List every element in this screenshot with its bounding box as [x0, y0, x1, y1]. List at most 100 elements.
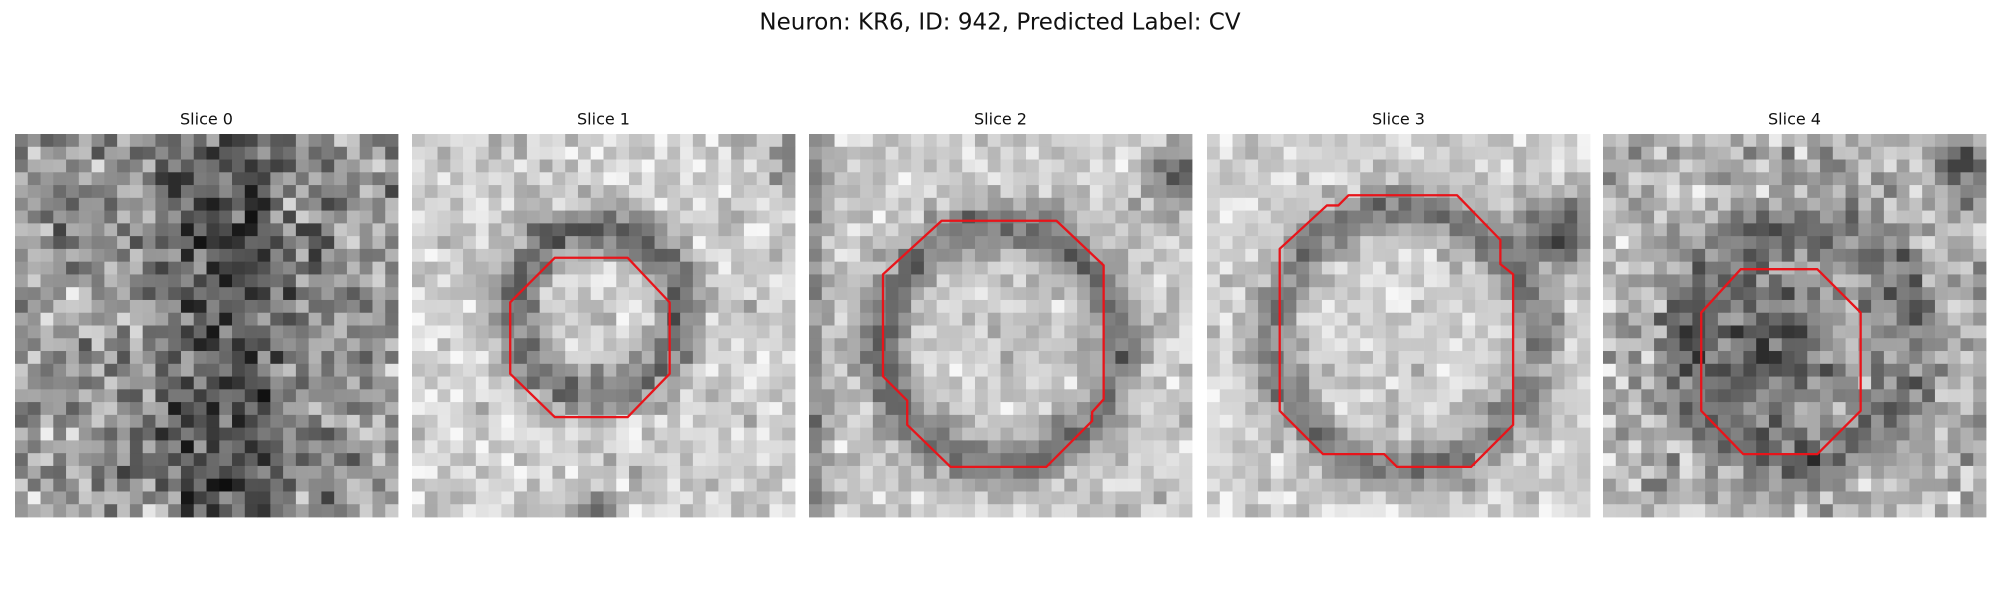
pixel [1909, 146, 1923, 160]
pixel [334, 236, 348, 250]
pixel [1768, 185, 1783, 199]
pixel [1577, 236, 1591, 250]
pixel [923, 427, 938, 441]
pixel [129, 185, 144, 199]
pixel [219, 414, 233, 429]
pixel [923, 478, 938, 492]
pixel [809, 261, 823, 275]
pixel [1820, 261, 1834, 275]
pixel [769, 440, 783, 454]
pixel [40, 440, 54, 454]
pixel [193, 478, 207, 492]
pixel [590, 236, 604, 250]
pixel [847, 440, 861, 454]
pixel [359, 491, 373, 505]
pixel [1538, 146, 1553, 160]
pixel [1347, 414, 1361, 429]
pixel [1973, 236, 1987, 250]
pixel [142, 248, 156, 263]
pixel [129, 312, 144, 326]
pixel [1309, 223, 1323, 237]
pixel [1500, 274, 1514, 288]
pixel [514, 287, 528, 301]
pixel [1398, 491, 1412, 505]
pixel [1258, 223, 1272, 237]
pixel [1832, 478, 1846, 492]
pixel [1207, 248, 1221, 263]
pixel [743, 248, 758, 263]
pixel [1207, 453, 1221, 467]
pixel [1615, 312, 1629, 326]
pixel [450, 491, 464, 505]
pixel [1947, 299, 1961, 314]
pixel [1730, 287, 1744, 301]
pixel [1500, 402, 1514, 416]
pixel [885, 185, 899, 199]
pixel [1883, 478, 1898, 492]
pixel [1858, 146, 1872, 160]
pixel [1449, 312, 1463, 326]
pixel [1666, 427, 1680, 441]
pixel [1462, 236, 1476, 250]
pixel [53, 274, 67, 288]
pixel [1102, 274, 1116, 288]
pixel [923, 299, 938, 314]
pixel [1871, 261, 1885, 275]
pixel [40, 134, 54, 148]
pixel [1526, 274, 1540, 288]
pixel [1296, 338, 1310, 352]
pixel [974, 261, 989, 275]
pixel [40, 376, 54, 390]
pixel [1232, 351, 1246, 365]
pixel [206, 504, 220, 518]
pixel [603, 478, 617, 492]
pixel [1219, 504, 1233, 518]
pixel [1883, 465, 1898, 480]
pixel [1538, 389, 1553, 403]
pixel [1973, 504, 1987, 518]
pixel [1768, 491, 1783, 505]
pixel [1038, 491, 1052, 505]
pixel [834, 414, 848, 429]
pixel [539, 478, 553, 492]
pixel [1654, 236, 1668, 250]
pixel [1960, 248, 1974, 263]
pixel [1513, 440, 1527, 454]
pixel [257, 351, 271, 365]
pixel [180, 146, 195, 160]
pixel [1628, 261, 1642, 275]
pixel [129, 376, 144, 390]
pixel [1679, 287, 1693, 301]
pixel [629, 491, 643, 505]
pixel [1283, 363, 1297, 377]
pixel [27, 478, 41, 492]
pixel [1207, 261, 1221, 275]
pixel [78, 134, 92, 148]
pixel [718, 325, 732, 339]
pixel [1258, 338, 1272, 352]
pixel [168, 478, 182, 492]
pixel [1232, 465, 1246, 480]
pixel [1077, 159, 1091, 173]
pixel [526, 351, 541, 365]
pixel [334, 453, 348, 467]
pixel [654, 402, 668, 416]
pixel [1871, 274, 1885, 288]
pixel [1424, 427, 1438, 441]
pixel [1654, 223, 1668, 237]
pixel [244, 325, 258, 339]
pixel [987, 146, 1001, 160]
pixel [756, 312, 770, 326]
pixel [142, 261, 156, 275]
pixel [1000, 312, 1014, 326]
pixel [923, 465, 938, 480]
pixel [1615, 210, 1629, 224]
pixel [1973, 299, 1987, 314]
pixel [539, 491, 553, 505]
pixel [1385, 478, 1399, 492]
pixel [168, 210, 182, 224]
pixel [117, 325, 131, 339]
pixel [1820, 453, 1834, 467]
pixel [860, 159, 874, 173]
pixel [1500, 325, 1514, 339]
